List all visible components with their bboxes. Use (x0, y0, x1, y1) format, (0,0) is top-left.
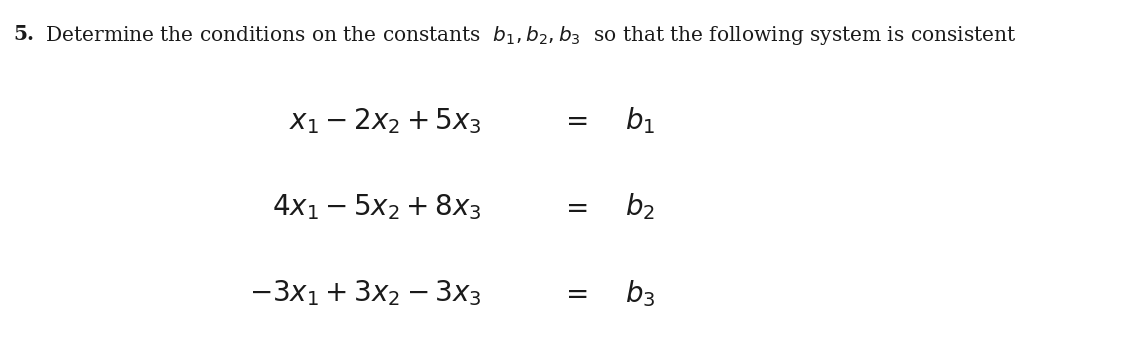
Text: $b_1$: $b_1$ (625, 105, 655, 136)
Text: $b_2$: $b_2$ (625, 191, 655, 223)
Text: $=$: $=$ (560, 107, 587, 134)
Text: $=$: $=$ (560, 280, 587, 307)
Text: $=$: $=$ (560, 194, 587, 220)
Text: 5.: 5. (14, 24, 34, 44)
Text: $4x_1 - 5x_2 + 8x_3$: $4x_1 - 5x_2 + 8x_3$ (272, 192, 482, 222)
Text: $b_3$: $b_3$ (625, 278, 656, 309)
Text: $-3x_1 + 3x_2 - 3x_3$: $-3x_1 + 3x_2 - 3x_3$ (249, 278, 482, 308)
Text: $x_1 - 2x_2 + 5x_3$: $x_1 - 2x_2 + 5x_3$ (289, 106, 482, 136)
Text: Determine the conditions on the constants  $b_1, b_2, b_3$  so that the followin: Determine the conditions on the constant… (39, 24, 1016, 47)
